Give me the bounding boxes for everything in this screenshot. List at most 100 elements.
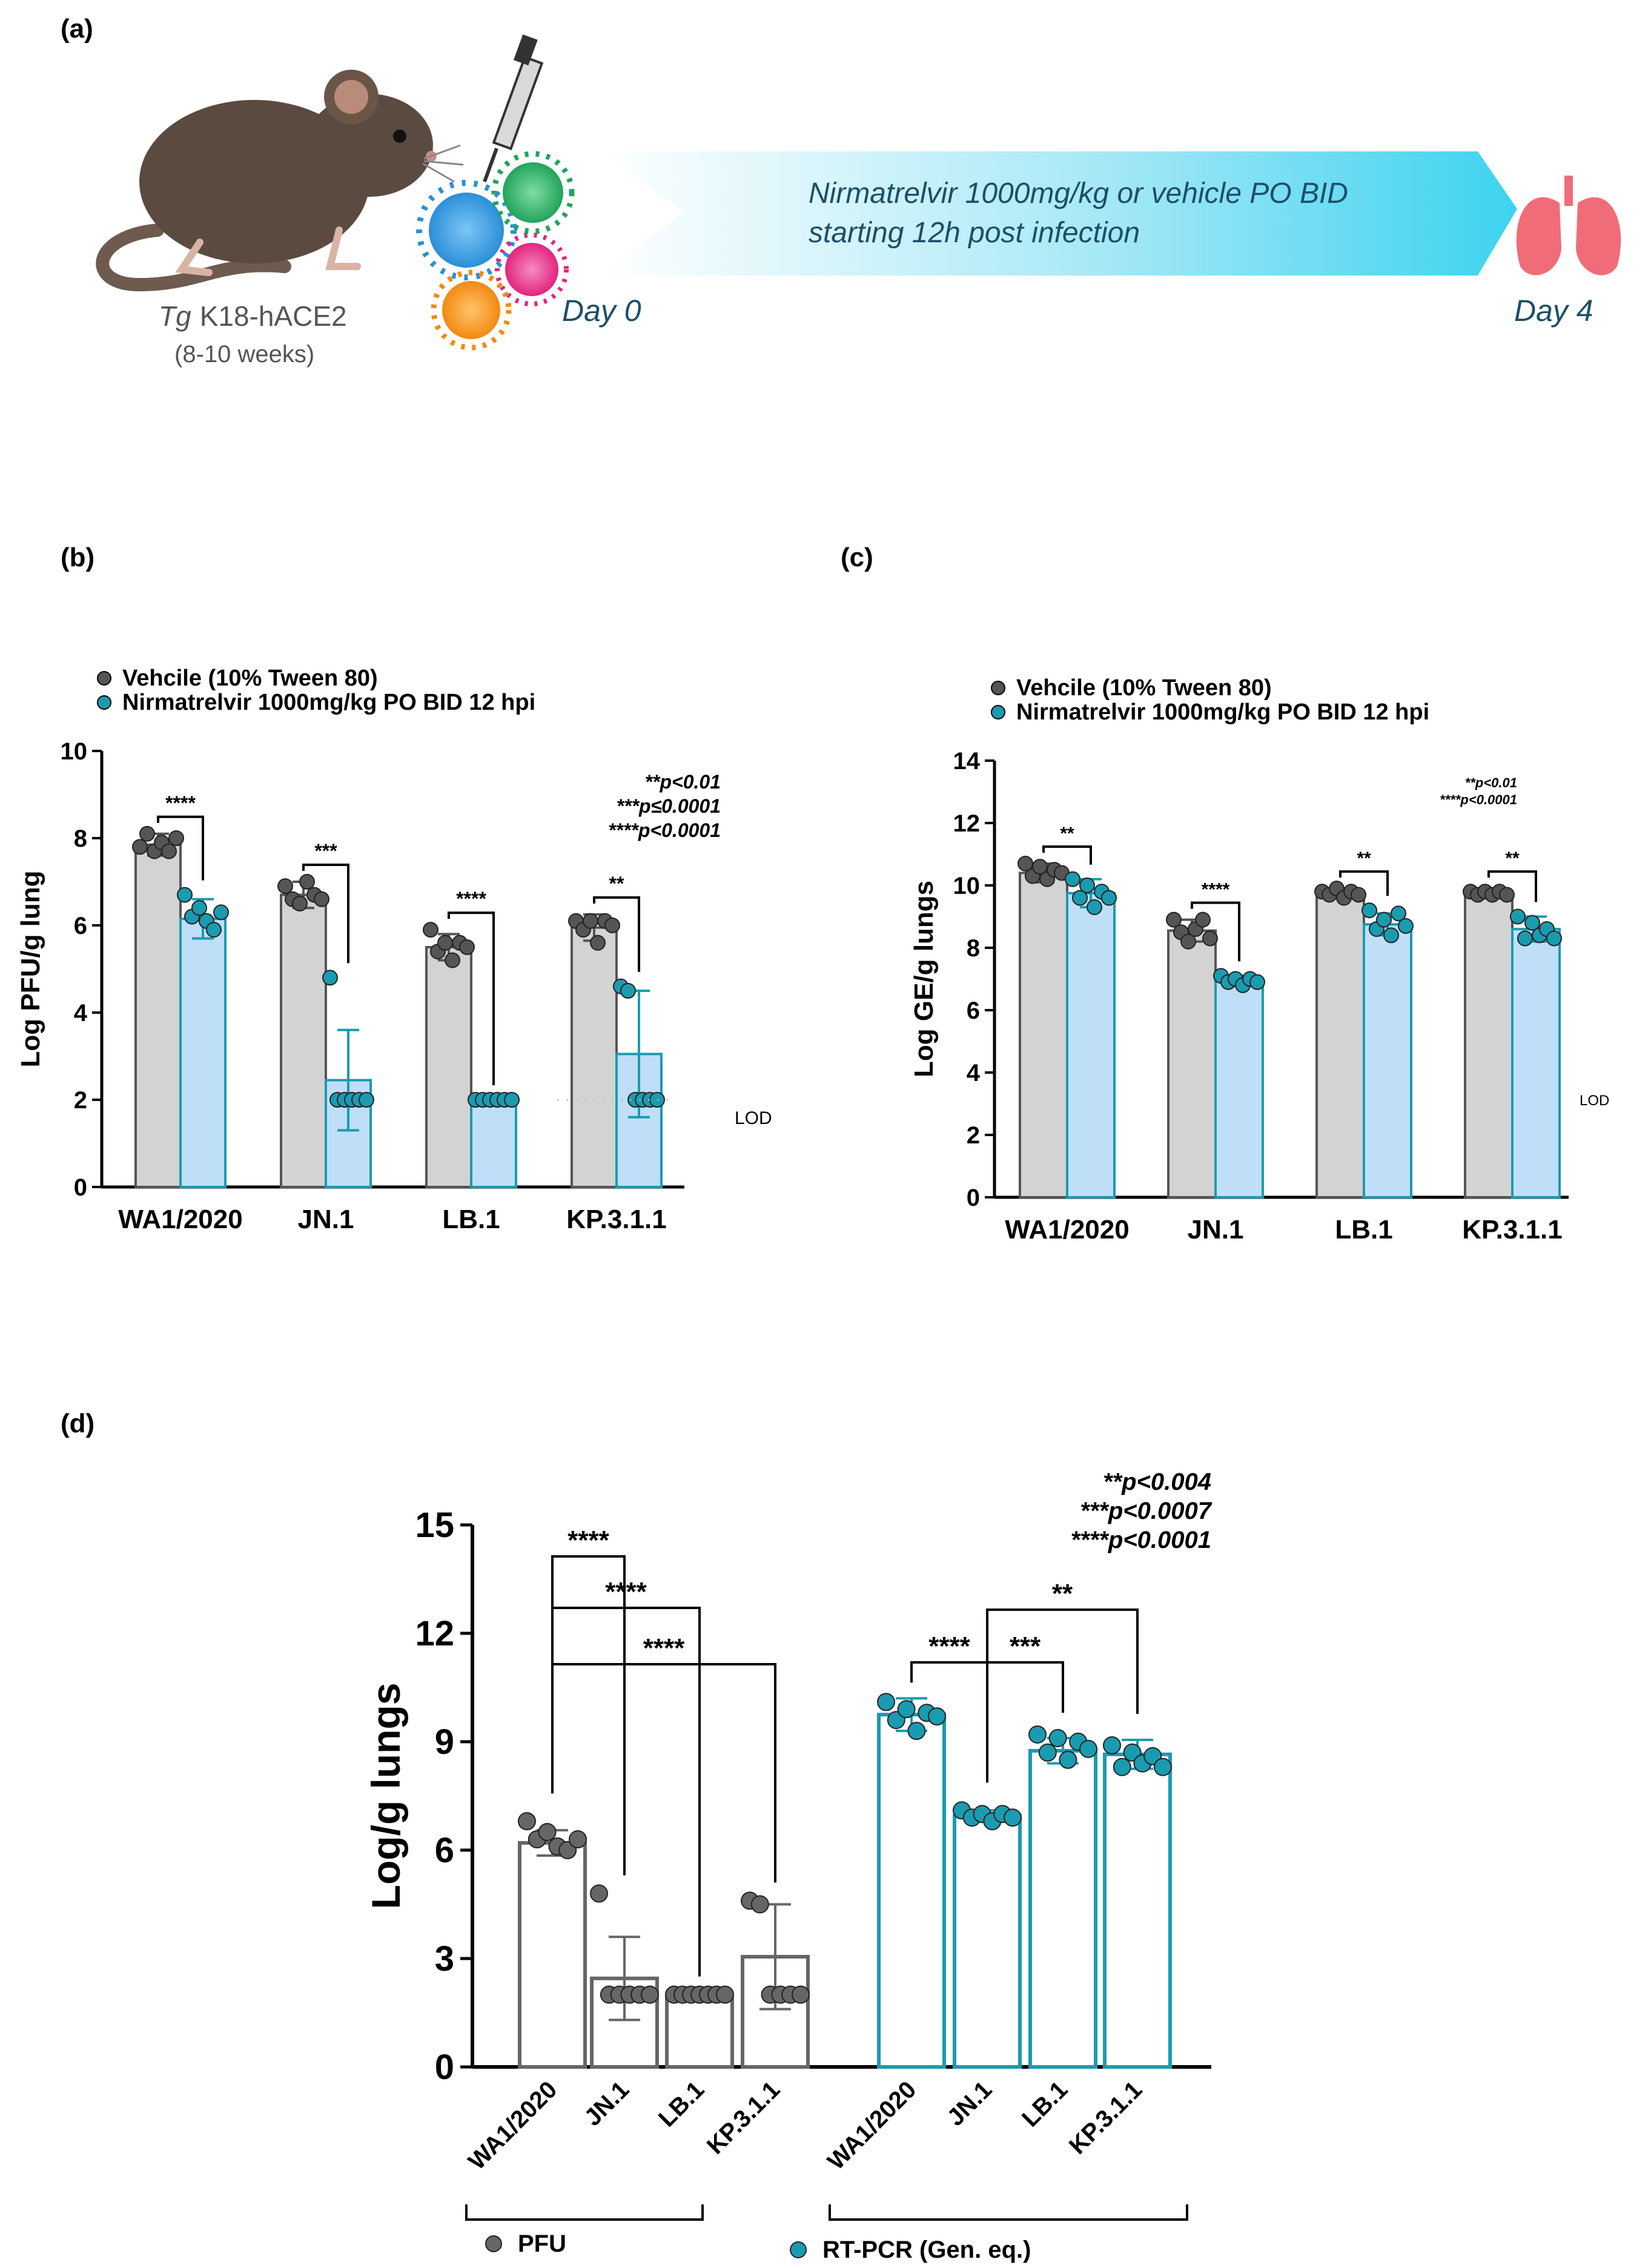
data-point — [1546, 930, 1562, 947]
pvalue-note-3: ****p<0.0001 — [1071, 1527, 1211, 1553]
data-point — [877, 1693, 895, 1711]
virus-blue-icon — [416, 180, 517, 280]
pfu-significance-3-stars: **** — [643, 1633, 685, 1663]
data-point — [1510, 908, 1526, 925]
data-point — [1398, 917, 1414, 934]
y-tick-label: 2 — [74, 1087, 87, 1114]
x-tick-label: KP.3.1.1 — [566, 1205, 667, 1234]
rtpcr-significance-1-stars: **** — [928, 1632, 970, 1661]
y-tick-label: 15 — [415, 1506, 454, 1545]
data-point — [928, 1707, 946, 1726]
bar-vehicle — [571, 926, 618, 1188]
mouse-label-tg: Tg — [159, 300, 191, 332]
data-point — [168, 830, 184, 846]
y-tick-label: 10 — [953, 873, 981, 899]
data-point — [314, 891, 329, 907]
significance-2-stars: **** — [1202, 880, 1230, 900]
data-point — [1087, 899, 1102, 916]
chart-b: Vehcile (10% Tween 80)Nirmatrelvir 1000m… — [16, 666, 772, 1234]
data-point — [1065, 871, 1080, 887]
legend-label-2: Nirmatrelvir 1000mg/kg PO BID 12 hpi — [1016, 699, 1429, 725]
mouse-label-strain: K18-hACE2 — [200, 300, 347, 332]
significance-1-stars: **** — [165, 792, 196, 814]
bar-nirmatrelvir — [1214, 979, 1264, 1198]
lod-label: LOD — [735, 1108, 772, 1128]
x-tick-label: JN.1 — [298, 1205, 354, 1234]
x-tick-label: WA1/2020 — [1005, 1215, 1129, 1245]
data-point — [1048, 1729, 1067, 1748]
significance-4-bracket — [593, 896, 640, 972]
virus-green-icon — [491, 151, 575, 234]
y-tick-label: 6 — [435, 1831, 454, 1870]
y-tick-label: 0 — [435, 2048, 454, 2087]
bar-vehicle — [1315, 891, 1365, 1198]
significance-2-bracket — [1191, 901, 1240, 962]
data-point — [1517, 930, 1533, 947]
chart-c: Vehcile (10% Tween 80)Nirmatrelvir 1000m… — [909, 675, 1609, 1245]
y-tick-label: 6 — [967, 997, 980, 1024]
treatment-arrow — [600, 151, 1517, 276]
legend-marker-1 — [97, 671, 111, 686]
significance-3-stars: **** — [456, 888, 486, 910]
rtpcr-significance-2-stars: *** — [1010, 1632, 1041, 1661]
bar-vehicle — [1464, 891, 1514, 1198]
data-point — [1038, 1743, 1057, 1762]
data-point — [322, 970, 338, 986]
group-bracket-pfu — [465, 2204, 704, 2221]
bar-vehicle — [134, 843, 182, 1189]
data-point — [1059, 1750, 1077, 1769]
data-point — [459, 939, 475, 955]
data-point — [1180, 933, 1196, 950]
x-tick-label: LB.1 — [1335, 1215, 1392, 1245]
x-tick-label: LB.1 — [653, 2076, 709, 2132]
data-point — [1004, 1808, 1022, 1827]
y-tick-label: 2 — [967, 1122, 980, 1149]
panel-b-label: (b) — [61, 543, 94, 572]
legend-label-1: Vehcile (10% Tween 80) — [122, 666, 378, 691]
bar-nirmatrelvir — [1511, 928, 1561, 1198]
significance-1-bracket — [1042, 845, 1092, 865]
data-point — [277, 878, 293, 894]
data-point — [161, 843, 177, 859]
significance-4-stars: ** — [609, 873, 624, 894]
significance-3-bracket — [448, 911, 495, 1085]
data-point — [177, 887, 193, 903]
pvalue-note-3: ****p<0.0001 — [608, 819, 721, 841]
significance-1-stars: ** — [1060, 824, 1074, 844]
y-tick-label: 0 — [967, 1185, 980, 1211]
panel-c-label: (c) — [841, 543, 873, 572]
bar-nirmatrelvir — [470, 1099, 517, 1188]
bar-pfu — [518, 1841, 587, 2069]
data-point — [583, 913, 598, 929]
data-point — [1524, 914, 1540, 931]
data-point — [292, 896, 308, 911]
bar-rtpcr — [877, 1713, 946, 2069]
data-point — [359, 1092, 374, 1108]
x-tick-label: WA1/2020 — [118, 1205, 242, 1234]
y-axis-label: Log/g lungs — [363, 1683, 408, 1909]
day-0-label: Day 0 — [562, 294, 641, 328]
data-point — [1154, 1757, 1172, 1776]
data-point — [1351, 887, 1366, 903]
x-tick-label: KP.3.1.1 — [1462, 1215, 1563, 1245]
y-tick-label: 9 — [435, 1722, 454, 1762]
data-point — [604, 917, 620, 933]
data-point — [1249, 974, 1265, 990]
pfu-significance-1-stars: **** — [567, 1526, 609, 1555]
pipette-icon — [483, 34, 544, 183]
y-tick-label: 10 — [61, 738, 88, 765]
mouse-age: (8-10 weeks) — [174, 341, 314, 368]
data-point — [1376, 911, 1392, 928]
data-point — [518, 1812, 536, 1831]
treatment-line-1: Nirmatrelvir 1000mg/kg or vehicle PO BID — [809, 177, 1348, 210]
x-tick-label: KP.3.1.1 — [702, 2076, 786, 2160]
pvalue-note-1: **p<0.01 — [645, 771, 721, 793]
data-point — [590, 1884, 608, 1903]
bar-pfu — [665, 1992, 734, 2069]
significance-2-stars: *** — [314, 840, 337, 862]
data-point — [716, 1985, 734, 2004]
rtpcr-significance-3-bracket — [986, 1608, 1139, 1753]
bar-vehicle — [1019, 871, 1068, 1198]
bar-vehicle — [1167, 929, 1217, 1199]
